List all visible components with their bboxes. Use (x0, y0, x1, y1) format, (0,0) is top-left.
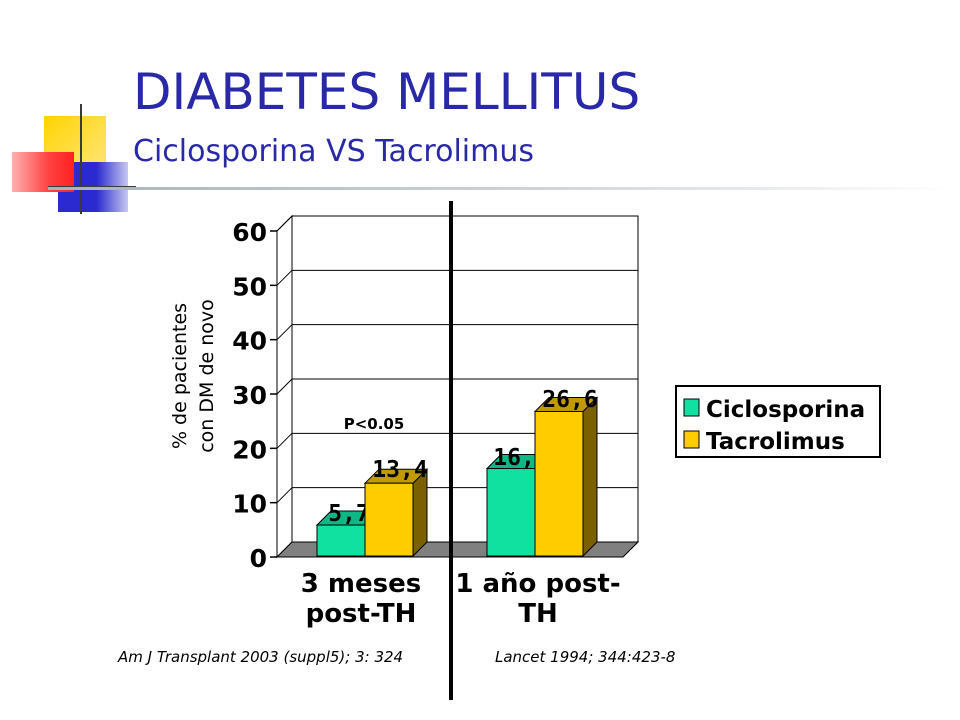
y-tick-label: 20 (232, 435, 267, 464)
y-tick-label: 0 (250, 544, 267, 573)
citation-left: Am J Transplant 2003 (suppl5); 3: 324 (118, 648, 404, 666)
y-tick-label: 30 (232, 381, 267, 410)
bar-ciclosporina (316, 524, 366, 557)
data-label: 5,7 (328, 501, 370, 527)
bar-side (582, 396, 598, 558)
legend-swatch-tacrolimus (683, 430, 700, 449)
decor-red-square (12, 152, 74, 192)
legend-label-ciclosporina: Ciclosporina (706, 397, 865, 423)
data-label: 26,6 (542, 387, 597, 413)
bar-ciclosporina (486, 468, 536, 557)
x-category-label: 1 año post- (455, 569, 620, 599)
legend: Ciclosporina Tacrolimus (675, 385, 881, 458)
x-category-label: post-TH (306, 599, 417, 629)
legend-label-tacrolimus: Tacrolimus (706, 429, 845, 455)
x-category-label: 3 meses (301, 569, 421, 599)
y-tick-label: 50 (232, 272, 267, 301)
gridline-side (276, 269, 293, 286)
significance-annotation: P<0.05 (344, 415, 405, 433)
gridline-side (276, 378, 293, 395)
decor-vertical-line (80, 104, 82, 214)
title-underline (48, 187, 960, 190)
bar-tacrolimus (364, 482, 414, 557)
gridline-side (276, 432, 293, 449)
y-tick-label: 10 (232, 490, 267, 519)
citation-right: Lancet 1994; 344:423-8 (495, 648, 676, 666)
legend-box (675, 385, 881, 458)
gridline-side (276, 487, 293, 504)
slide-subtitle: Ciclosporina VS Tacrolimus (133, 134, 535, 169)
legend-swatch-ciclosporina (683, 398, 700, 417)
x-category-label: TH (518, 599, 558, 629)
bar-tacrolimus (534, 410, 584, 557)
y-tick-label: 60 (232, 218, 267, 247)
y-tick-label: 40 (232, 327, 267, 356)
gridline-side (276, 324, 293, 341)
gridline-side (276, 215, 293, 232)
data-label: 13,4 (372, 457, 427, 483)
slide-title: DIABETES MELLITUS (133, 63, 641, 121)
